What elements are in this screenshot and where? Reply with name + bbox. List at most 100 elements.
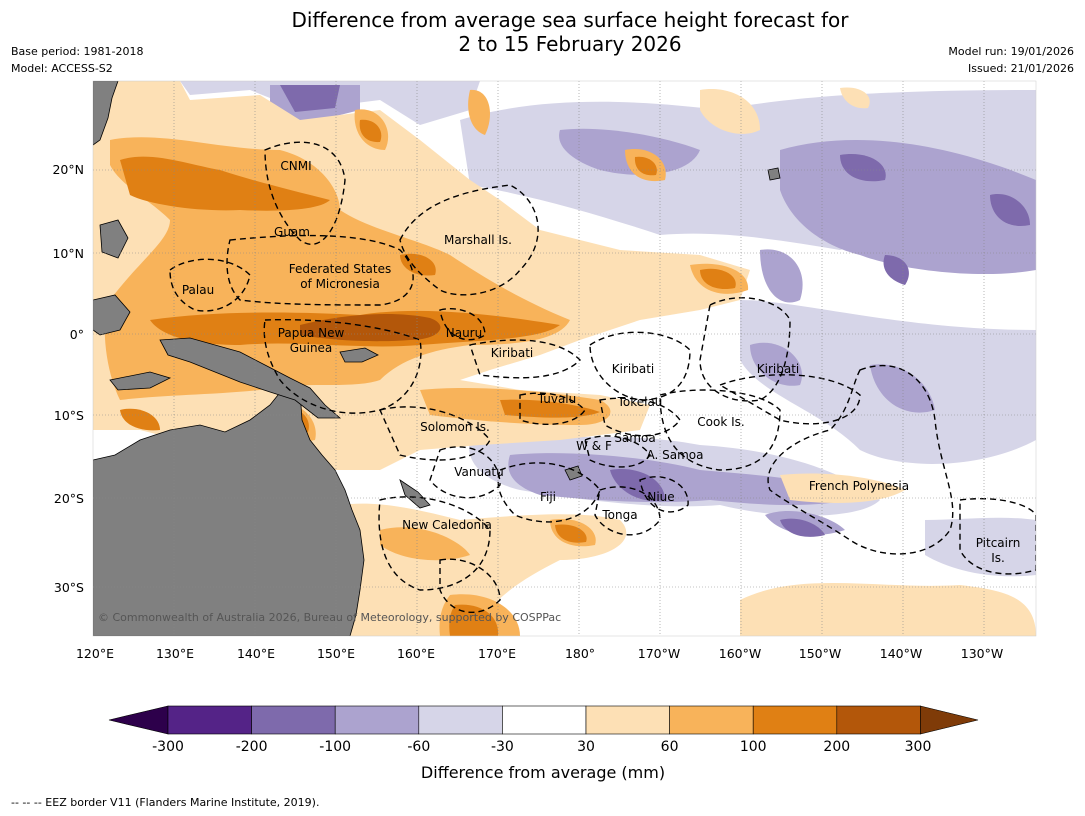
model-run: Model run: 19/01/2026 [948,45,1074,58]
label-fsm-line1: Federated States [289,262,391,276]
colorbar-label: Difference from average (mm) [421,763,665,782]
label-solomon-islands: Solomon Is. [420,420,490,434]
colorbar-segment [752,705,838,735]
colorbar-tick: -30 [491,739,514,755]
lon-label: 150°W [799,646,841,661]
colorbar-tick: 300 [905,739,932,755]
colorbar-segment [585,705,670,735]
lat-label: 10°N [52,246,84,261]
colorbar-segment [502,705,587,735]
label-tuvalu: Tuvalu [537,392,577,406]
lat-label: 10°S [54,408,84,423]
label-tokelau: Tokelau [617,395,663,409]
label-vanuatu: Vanuatu [454,465,504,479]
new-guinea-land [159,337,342,419]
colorbar-tick: 60 [661,739,679,755]
label-palau: Palau [182,283,214,297]
longitude-labels: 120°E 130°E 140°E 150°E 160°E 170°E 180°… [76,646,1003,661]
colorbar-segment [836,705,921,735]
colorbar-tick: -100 [319,739,351,755]
colorbar-over-arrow [920,705,979,735]
colorbar-segment [334,705,420,735]
eez-borders [169,141,1036,614]
label-samoa: Samoa [614,431,655,445]
colorbar-tick: 200 [823,739,850,755]
lon-label: 140°E [237,646,275,661]
new-britain-land [339,347,379,363]
label-kiribati-west: Kiribati [491,346,533,360]
land-masses [93,81,781,636]
lon-label: 160°W [719,646,761,661]
lon-label: 130°E [156,646,194,661]
label-kiribati-east: Kiribati [757,362,799,376]
lon-label: 130°W [961,646,1003,661]
title-line-1: Difference from average sea surface heig… [291,8,849,32]
label-png-line1: Papua New [278,326,345,340]
borneo-sulawesi-land [93,294,131,336]
lon-label: 140°W [880,646,922,661]
hawaii-land [767,167,781,181]
title-line-2: 2 to 15 February 2026 [458,32,682,56]
lon-label: 180° [565,646,595,661]
lon-label: 170°E [478,646,516,661]
label-cnmi: CNMI [280,159,311,173]
label-niue: Niue [647,490,674,504]
graticule [93,81,1036,636]
label-png-line2: Guinea [290,341,333,355]
label-french-polynesia: French Polynesia [809,479,909,493]
anomaly-positive-dark [120,119,736,636]
colorbar-tick: -300 [152,739,184,755]
anomaly-negative-dark [280,85,1030,537]
label-nauru: Nauru [446,326,482,340]
copyright-note: © Commonwealth of Australia 2026, Bureau… [98,611,561,624]
label-wallis-futuna: W & F [576,439,612,453]
lon-label: 150°E [317,646,355,661]
label-fsm-line2: of Micronesia [300,277,380,291]
lon-label: 120°E [76,646,114,661]
lat-label: 30°S [54,580,84,595]
colorbar-segment [167,705,252,735]
map-title: Difference from average sea surface heig… [0,8,1085,56]
colorbar-segment [418,705,503,735]
label-kiribati-central: Kiribati [612,362,654,376]
timor-land [109,371,172,391]
model-name: Model: ACCESS-S2 [11,62,113,75]
label-fiji: Fiji [540,490,556,504]
lat-label: 20°S [54,491,84,506]
colorbar-segment [669,705,754,735]
meta-left: Base period: 1981-2018 Model: ACCESS-S2 [11,43,143,77]
colorbar-segment [251,705,336,735]
anomaly-negative-medium [270,85,1036,535]
colorbar: -300 -200 -100 -60 -30 30 60 100 200 300… [108,705,979,782]
label-cook-islands: Cook Is. [697,415,744,429]
label-guam: Guam [274,225,310,239]
colorbar-tick: -200 [236,739,268,755]
philippines-land [93,81,119,146]
colorbar-tick: 100 [740,739,767,755]
lat-label: 0° [70,327,84,342]
label-pitcairn-line2: Is. [991,551,1005,565]
issued-date: Issued: 21/01/2026 [967,62,1074,75]
lat-label: 20°N [52,162,84,177]
australia-land [93,379,365,636]
eez-footnote: -- -- -- EEZ border V11 (Flanders Marine… [11,796,320,809]
new-caledonia-land [399,479,431,509]
region-labels: CNMI Guam Marshall Is. Federated States … [182,159,1020,565]
label-marshall-islands: Marshall Is. [444,233,512,247]
map-frame [92,80,1037,637]
lon-label: 160°E [397,646,435,661]
mindanao-land [99,219,129,259]
label-american-samoa: A. Samoa [647,448,704,462]
label-new-caledonia: New Caledonia [402,518,492,532]
label-tonga: Tonga [601,508,637,522]
label-pitcairn-line1: Pitcairn [976,536,1021,550]
fiji-land [564,465,583,481]
map-panel: CNMI Guam Marshall Is. Federated States … [93,81,1036,636]
meta-right: Model run: 19/01/2026 Issued: 21/01/2026 [948,43,1074,77]
colorbar-tick: -60 [407,739,430,755]
base-period: Base period: 1981-2018 [11,45,144,58]
colorbar-tick: 30 [577,739,595,755]
lon-label: 170°W [638,646,680,661]
colorbar-under-arrow [108,705,169,735]
